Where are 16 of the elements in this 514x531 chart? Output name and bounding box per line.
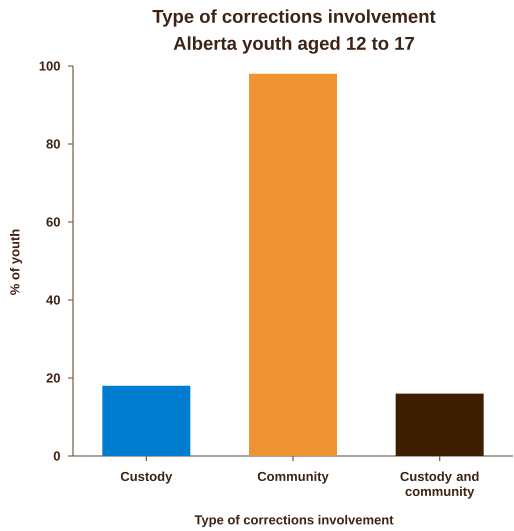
x-tick-label: Community	[258, 472, 329, 484]
bar	[248, 74, 337, 456]
y-tick-label: 60	[46, 217, 60, 227]
bar	[102, 386, 190, 456]
bar	[396, 394, 484, 456]
chart-subtitle: Alberta youth aged 12 to 17	[174, 36, 414, 54]
x-tick-label: Custody	[120, 472, 172, 484]
y-tick-label: 100	[40, 61, 60, 71]
x-tick-label: Custody and community	[400, 472, 479, 499]
y-tick-label: 40	[46, 295, 60, 305]
y-tick-label: 80	[46, 139, 60, 149]
y-tick-label: 0	[54, 451, 60, 461]
y-axis-title: % of youth	[10, 230, 22, 295]
x-axis-title: Type of corrections involvement	[194, 514, 394, 528]
chart-title: Type of corrections involvement	[152, 9, 436, 27]
y-tick-label: 20	[46, 373, 60, 383]
